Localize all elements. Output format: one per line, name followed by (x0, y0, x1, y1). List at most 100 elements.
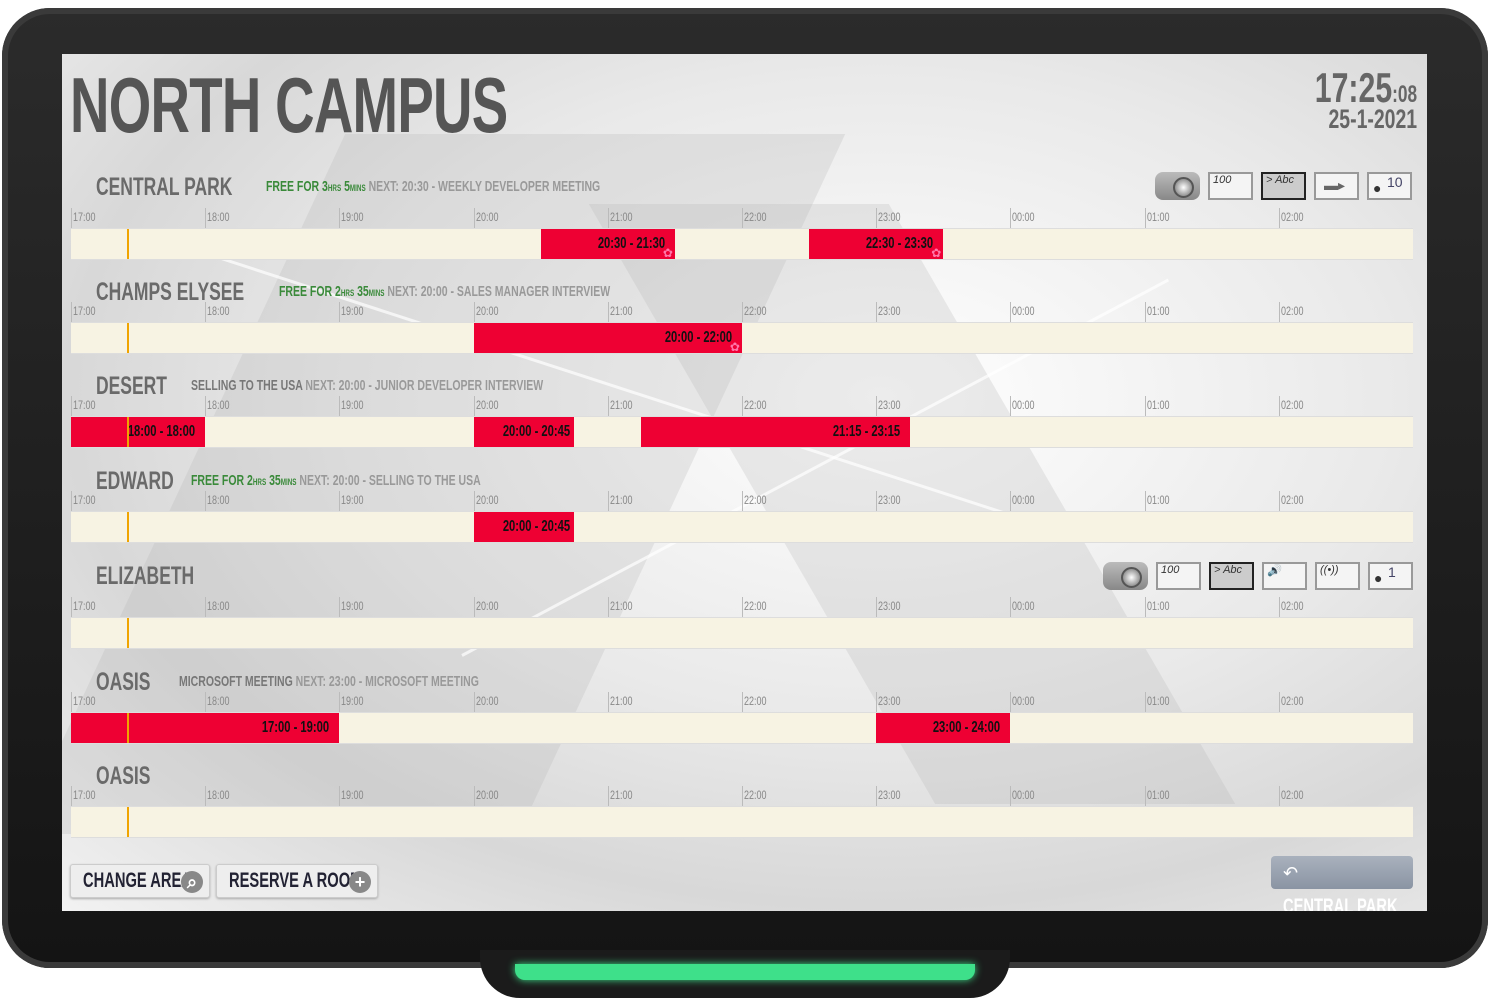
timeline-track[interactable]: 20:30 - 21:30 ✿ 22:30 - 23:30 ✿ (71, 228, 1413, 260)
hour-label: 20:00 (475, 788, 499, 802)
hour-tick (1010, 597, 1012, 617)
booking-block[interactable]: 23:00 - 24:00 (876, 713, 1011, 743)
capacity-icon: 10 ● (1367, 172, 1412, 200)
hour-tick (205, 491, 207, 511)
speaker-icon: 🔊 (1262, 562, 1307, 590)
change-area-button[interactable]: CHANGE AREA ⌕ (70, 864, 210, 898)
hour-tick (742, 597, 743, 617)
hour-label: 22:00 (744, 599, 767, 613)
hour-tick (876, 208, 878, 228)
clock-time: 17:25:08 (1314, 64, 1417, 111)
hour-tick (607, 396, 609, 416)
hour-tick (607, 597, 609, 617)
booking-block[interactable]: 20:30 - 21:30 ✿ (540, 229, 675, 259)
hour-tick (71, 692, 72, 712)
current-time-marker (126, 323, 129, 353)
screen-icon: > Abc (1261, 172, 1306, 200)
hour-tick (205, 208, 207, 228)
facility-text: > Abc (1266, 174, 1295, 186)
hour-tick (205, 786, 207, 806)
hour-tick (205, 692, 207, 712)
hour-tick (1278, 597, 1280, 617)
hour-tick (71, 597, 72, 617)
current-meeting: MICROSOFT MEETING (178, 673, 293, 690)
hour-tick (607, 302, 609, 322)
hour-tick (339, 597, 341, 617)
hour-tick (876, 302, 878, 322)
room-name[interactable]: EDWARD (96, 467, 207, 496)
search-icon: ⌕ (181, 871, 203, 893)
hour-tick (1010, 692, 1012, 712)
hour-label: 23:00 (878, 694, 901, 708)
room-name[interactable]: CENTRAL PARK (96, 173, 291, 202)
booking-block[interactable]: 17:00 - 19:00 (71, 713, 340, 743)
hour-tick (339, 786, 341, 806)
room-name[interactable]: ELIZABETH (96, 562, 236, 591)
room-status: FREE FOR 2HRS 35MINS NEXT: 20:00 - SALES… (279, 283, 752, 300)
hour-label: 22:00 (744, 788, 767, 802)
hour-label: 18:00 (207, 210, 230, 224)
hour-label: 17:00 (73, 210, 96, 224)
minutes-unit: MINS (349, 183, 366, 193)
hour-tick (473, 491, 475, 511)
room-name[interactable]: OASIS (96, 762, 174, 791)
timeline-track[interactable]: 17:00 - 19:00 23:00 - 24:00 (71, 712, 1413, 744)
hour-label: 22:00 (744, 493, 767, 507)
hour-tick (742, 396, 743, 416)
booking-block[interactable]: 20:00 - 20:45 (473, 417, 575, 447)
room-name[interactable]: OASIS (96, 668, 174, 697)
hour-label: 20:00 (475, 694, 499, 708)
hour-label: 19:00 (341, 788, 364, 802)
booking-block[interactable]: 22:30 - 23:30 ✿ (809, 229, 944, 259)
room-status: MICROSOFT MEETING NEXT: 23:00 - MICROSOF… (179, 673, 607, 690)
room-name[interactable]: CHAMPS ELYSEE (96, 278, 308, 307)
back-arrow-icon: ↶ (1283, 863, 1299, 883)
hour-tick (473, 597, 475, 617)
wifi-icon: ((•)) (1315, 562, 1360, 590)
status-text: FREE FOR 3HRS 5MINS NEXT: 20:30 - WEEKLY… (266, 178, 600, 195)
room-name[interactable]: DESERT (96, 372, 197, 401)
hour-tick (71, 302, 72, 322)
hour-tick (339, 208, 341, 228)
hour-tick (339, 396, 341, 416)
current-time-marker (126, 618, 129, 648)
timeline-track[interactable]: 20:00 - 22:00 ✿ (71, 322, 1413, 354)
hour-tick (876, 786, 878, 806)
timeline-track[interactable]: 18:00 - 18:00 20:00 - 20:45 21:15 - 23:15 (71, 416, 1413, 448)
room-status: FREE FOR 2HRS 35MINS NEXT: 20:00 - SELLI… (191, 472, 605, 489)
hour-label: 18:00 (207, 304, 230, 318)
hour-label: 19:00 (341, 304, 364, 318)
hour-label: 02:00 (1280, 493, 1304, 507)
hour-tick (876, 692, 878, 712)
hour-tick (1010, 208, 1012, 228)
hour-label: 20:00 (475, 210, 499, 224)
booking-time: 20:00 - 20:45 (502, 423, 570, 440)
hour-label: 02:00 (1280, 210, 1304, 224)
hour-label: 17:00 (73, 599, 96, 613)
status-text: FREE FOR 2HRS 35MINS NEXT: 20:00 - SELLI… (191, 472, 481, 489)
booking-block[interactable]: 18:00 - 18:00 (71, 417, 206, 447)
hour-tick (473, 208, 475, 228)
booking-block[interactable]: 21:15 - 23:15 (641, 417, 910, 447)
booking-block[interactable]: 20:00 - 20:45 (473, 512, 575, 542)
hour-label: 21:00 (609, 788, 633, 802)
facility-text: 1 (1388, 564, 1396, 580)
timeline-track[interactable] (71, 617, 1413, 649)
reserve-room-button[interactable]: RESERVE A ROOM + (216, 864, 378, 898)
video-camera-icon: ▬▸ (1314, 172, 1359, 200)
room-name-text: OASIS (96, 668, 151, 696)
booking-time: 20:00 - 22:00 (664, 329, 732, 346)
timeline-track[interactable]: 20:00 - 20:45 (71, 511, 1413, 543)
hour-label: 21:00 (609, 493, 633, 507)
free-status: FREE FOR 3HRS 5MINS (266, 178, 366, 195)
hour-label: 18:00 (207, 788, 230, 802)
hour-label: 01:00 (1146, 304, 1170, 318)
hour-label: 19:00 (341, 210, 364, 224)
current-time-marker (126, 807, 129, 837)
timeline-track[interactable] (71, 806, 1413, 838)
area-button[interactable]: ↶ CENTRAL PARK (1271, 856, 1413, 911)
hour-label: 18:00 (207, 493, 230, 507)
booking-block[interactable]: 20:00 - 22:00 ✿ (473, 323, 742, 353)
hour-label: 00:00 (1012, 694, 1035, 708)
room-name-text: ELIZABETH (96, 562, 195, 590)
